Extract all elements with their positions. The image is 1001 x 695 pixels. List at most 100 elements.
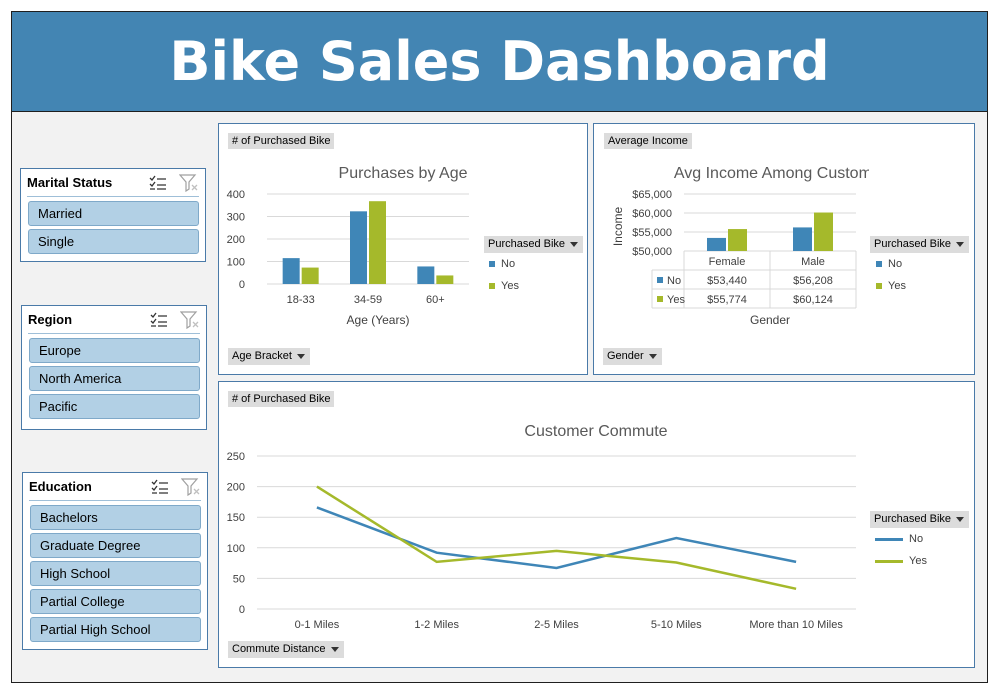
bar-no — [793, 227, 812, 251]
multi-select-icon[interactable] — [151, 479, 169, 495]
table-row-label: Yes — [667, 294, 685, 306]
chart-title: Customer Commute — [524, 423, 667, 440]
y-tick-label: 0 — [239, 604, 245, 616]
x-tick-label: Female — [709, 256, 746, 268]
y-tick-label: 250 — [227, 451, 245, 463]
clear-filter-icon[interactable] — [181, 477, 201, 496]
table-cell: $60,124 — [793, 294, 833, 306]
value-field-button[interactable]: # of Purchased Bike — [228, 391, 335, 407]
age-chart: Purchases by Age 0 100 200 300 400 18-33 34-59 6… — [227, 165, 469, 327]
bar-yes — [728, 229, 747, 251]
chevron-down-icon — [956, 241, 965, 247]
dropdown-label: Purchased Bike — [874, 513, 952, 525]
table-cell: $56,208 — [793, 275, 833, 287]
dashboard-banner: Bike Sales Dashboard — [12, 12, 987, 112]
y-tick-label: 300 — [227, 212, 245, 224]
purchased-bike-filter-button[interactable]: Purchased Bike — [484, 236, 584, 253]
slicer-item[interactable]: North America — [29, 366, 200, 391]
slicer-item[interactable]: Single — [28, 229, 199, 254]
legend-item-yes: Yes — [876, 280, 906, 292]
table-swatch-yes — [657, 296, 663, 302]
dropdown-label: Commute Distance — [232, 643, 326, 655]
bar-yes — [436, 275, 454, 284]
legend-item-no: No — [876, 258, 902, 270]
chevron-down-icon — [296, 353, 305, 359]
multi-select-icon[interactable] — [150, 312, 168, 328]
legend-item-yes: Yes — [489, 280, 519, 292]
slicer-marital-status: Marital Status Married Single — [20, 168, 206, 262]
chevron-down-icon — [330, 646, 339, 652]
slicer-item[interactable]: High School — [30, 561, 201, 586]
dashboard-title: Bike Sales Dashboard — [169, 30, 830, 93]
chart-title: Purchases by Age — [339, 165, 468, 182]
y-tick-label: 0 — [239, 279, 245, 291]
value-field-button[interactable]: Average Income — [604, 133, 692, 149]
income-chart: Avg Income Among Customers $50,000 $55,000… — [611, 165, 869, 327]
bar-yes — [814, 212, 833, 251]
slicer-items: Bachelors Graduate Degree High School Parti… — [23, 501, 207, 642]
chevron-down-icon — [648, 353, 657, 359]
legend-label: No — [909, 533, 924, 545]
bar-yes — [301, 267, 319, 284]
gender-filter-button[interactable]: Gender — [603, 348, 662, 365]
legend-label: Yes — [501, 280, 519, 292]
slicer-item[interactable]: Bachelors — [30, 505, 201, 530]
bar-no — [282, 258, 300, 284]
legend-label: No — [501, 258, 516, 270]
y-axis-label: Income — [611, 207, 625, 247]
slicer-item[interactable]: Pacific — [29, 394, 200, 419]
bar-yes — [369, 201, 386, 284]
multi-select-icon[interactable] — [149, 175, 167, 191]
y-tick-label: 150 — [227, 512, 245, 524]
table-cell: $55,774 — [707, 294, 747, 306]
y-tick-label: 100 — [227, 257, 245, 269]
commute-chart-panel: # of Purchased Bike Customer Commute 0 50 1… — [218, 381, 975, 668]
age-bracket-filter-button[interactable]: Age Bracket — [228, 348, 310, 365]
y-tick-label: $65,000 — [632, 189, 672, 201]
x-tick-label: 1-2 Miles — [414, 619, 459, 631]
purchased-bike-filter-button[interactable]: Purchased Bike — [870, 236, 970, 253]
y-tick-label: $50,000 — [632, 246, 672, 258]
legend-swatch-no — [489, 261, 495, 267]
slicer-item[interactable]: Europe — [29, 338, 200, 363]
clear-filter-icon[interactable] — [180, 310, 200, 329]
slicer-items: Europe North America Pacific — [22, 334, 206, 419]
table-cell: $53,440 — [707, 275, 747, 287]
legend-swatch-no — [875, 537, 903, 541]
legend-swatch-yes — [875, 559, 903, 563]
legend-label: Yes — [909, 555, 927, 567]
legend-swatch-yes — [876, 283, 882, 289]
slicer-header: Region — [28, 306, 200, 334]
x-tick-label: 60+ — [426, 294, 445, 306]
table-swatch-no — [657, 277, 663, 283]
legend-swatch-no — [876, 261, 882, 267]
chevron-down-icon — [956, 516, 965, 522]
slicer-item[interactable]: Graduate Degree — [30, 533, 201, 558]
dropdown-label: Age Bracket — [232, 350, 292, 362]
slicer-item[interactable]: Partial College — [30, 589, 201, 614]
purchased-bike-filter-button[interactable]: Purchased Bike — [870, 511, 970, 528]
slicer-item[interactable]: Married — [28, 201, 199, 226]
value-field-button[interactable]: # of Purchased Bike — [228, 133, 335, 149]
slicer-item[interactable]: Partial High School — [30, 617, 201, 642]
table-row-label: No — [667, 275, 681, 287]
legend-item-yes: Yes — [875, 555, 927, 567]
y-tick-label: $55,000 — [632, 227, 672, 239]
slicer-region: Region Europe North America Pacific — [21, 305, 207, 430]
legend-label: Yes — [888, 280, 906, 292]
x-tick-label: 0-1 Miles — [295, 619, 340, 631]
slicer-items: Married Single — [21, 197, 205, 254]
y-tick-label: 50 — [233, 573, 245, 585]
legend-item-no: No — [875, 533, 923, 545]
commute-distance-filter-button[interactable]: Commute Distance — [228, 641, 344, 658]
slicer-title: Marital Status — [27, 175, 113, 190]
slicer-title: Education — [29, 479, 92, 494]
slicer-header: Education — [29, 473, 201, 501]
line-no — [316, 506, 797, 570]
chevron-down-icon — [570, 241, 579, 247]
bar-no — [707, 237, 726, 251]
y-tick-label: 200 — [227, 482, 245, 494]
clear-filter-icon[interactable] — [179, 173, 199, 192]
line-yes — [316, 485, 797, 591]
x-axis-label: Gender — [750, 313, 790, 327]
